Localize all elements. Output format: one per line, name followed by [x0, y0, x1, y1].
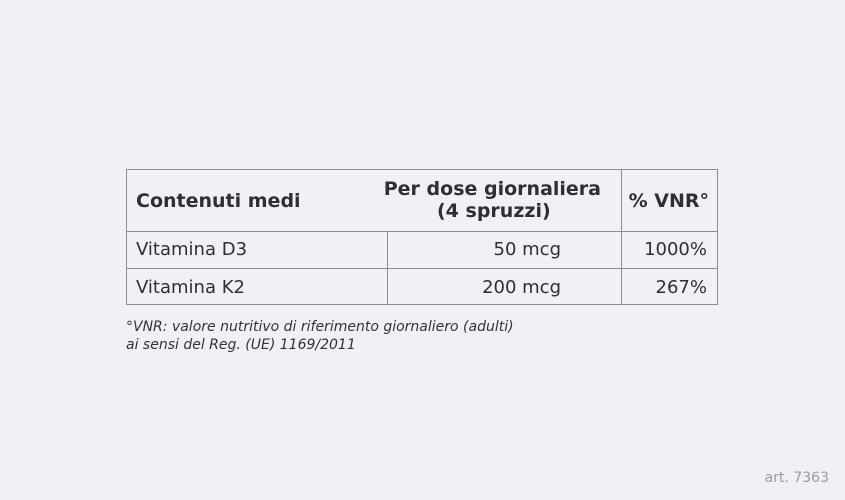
footnote-line: ai sensi del Reg. (UE) 1169/2011: [126, 337, 356, 353]
divider: [127, 231, 717, 232]
header-vnr: % VNR°: [628, 190, 709, 212]
nutrient-dose: 50 mcg: [493, 239, 561, 260]
divider: [387, 231, 388, 304]
header-content: Contenuti medi: [136, 190, 301, 212]
nutrient-name: Vitamina D3: [136, 239, 248, 260]
nutrient-dose: 200 mcg: [482, 277, 561, 298]
divider: [127, 268, 717, 269]
footnote: °VNR: valore nutritivo di riferimento gi…: [126, 318, 514, 354]
nutrient-vnr: 267%: [655, 277, 707, 298]
nutrition-table: Contenuti medi Per dose giornaliera (4 s…: [126, 169, 718, 305]
article-number: art. 7363: [764, 470, 829, 486]
header-dose: Per dose giornaliera: [383, 178, 601, 200]
header-dose-sub: (4 spruzzi): [437, 200, 551, 222]
nutrient-name: Vitamina K2: [136, 277, 245, 298]
footnote-line: °VNR: valore nutritivo di riferimento gi…: [126, 319, 514, 335]
nutrient-vnr: 1000%: [644, 239, 707, 260]
divider: [621, 170, 622, 304]
